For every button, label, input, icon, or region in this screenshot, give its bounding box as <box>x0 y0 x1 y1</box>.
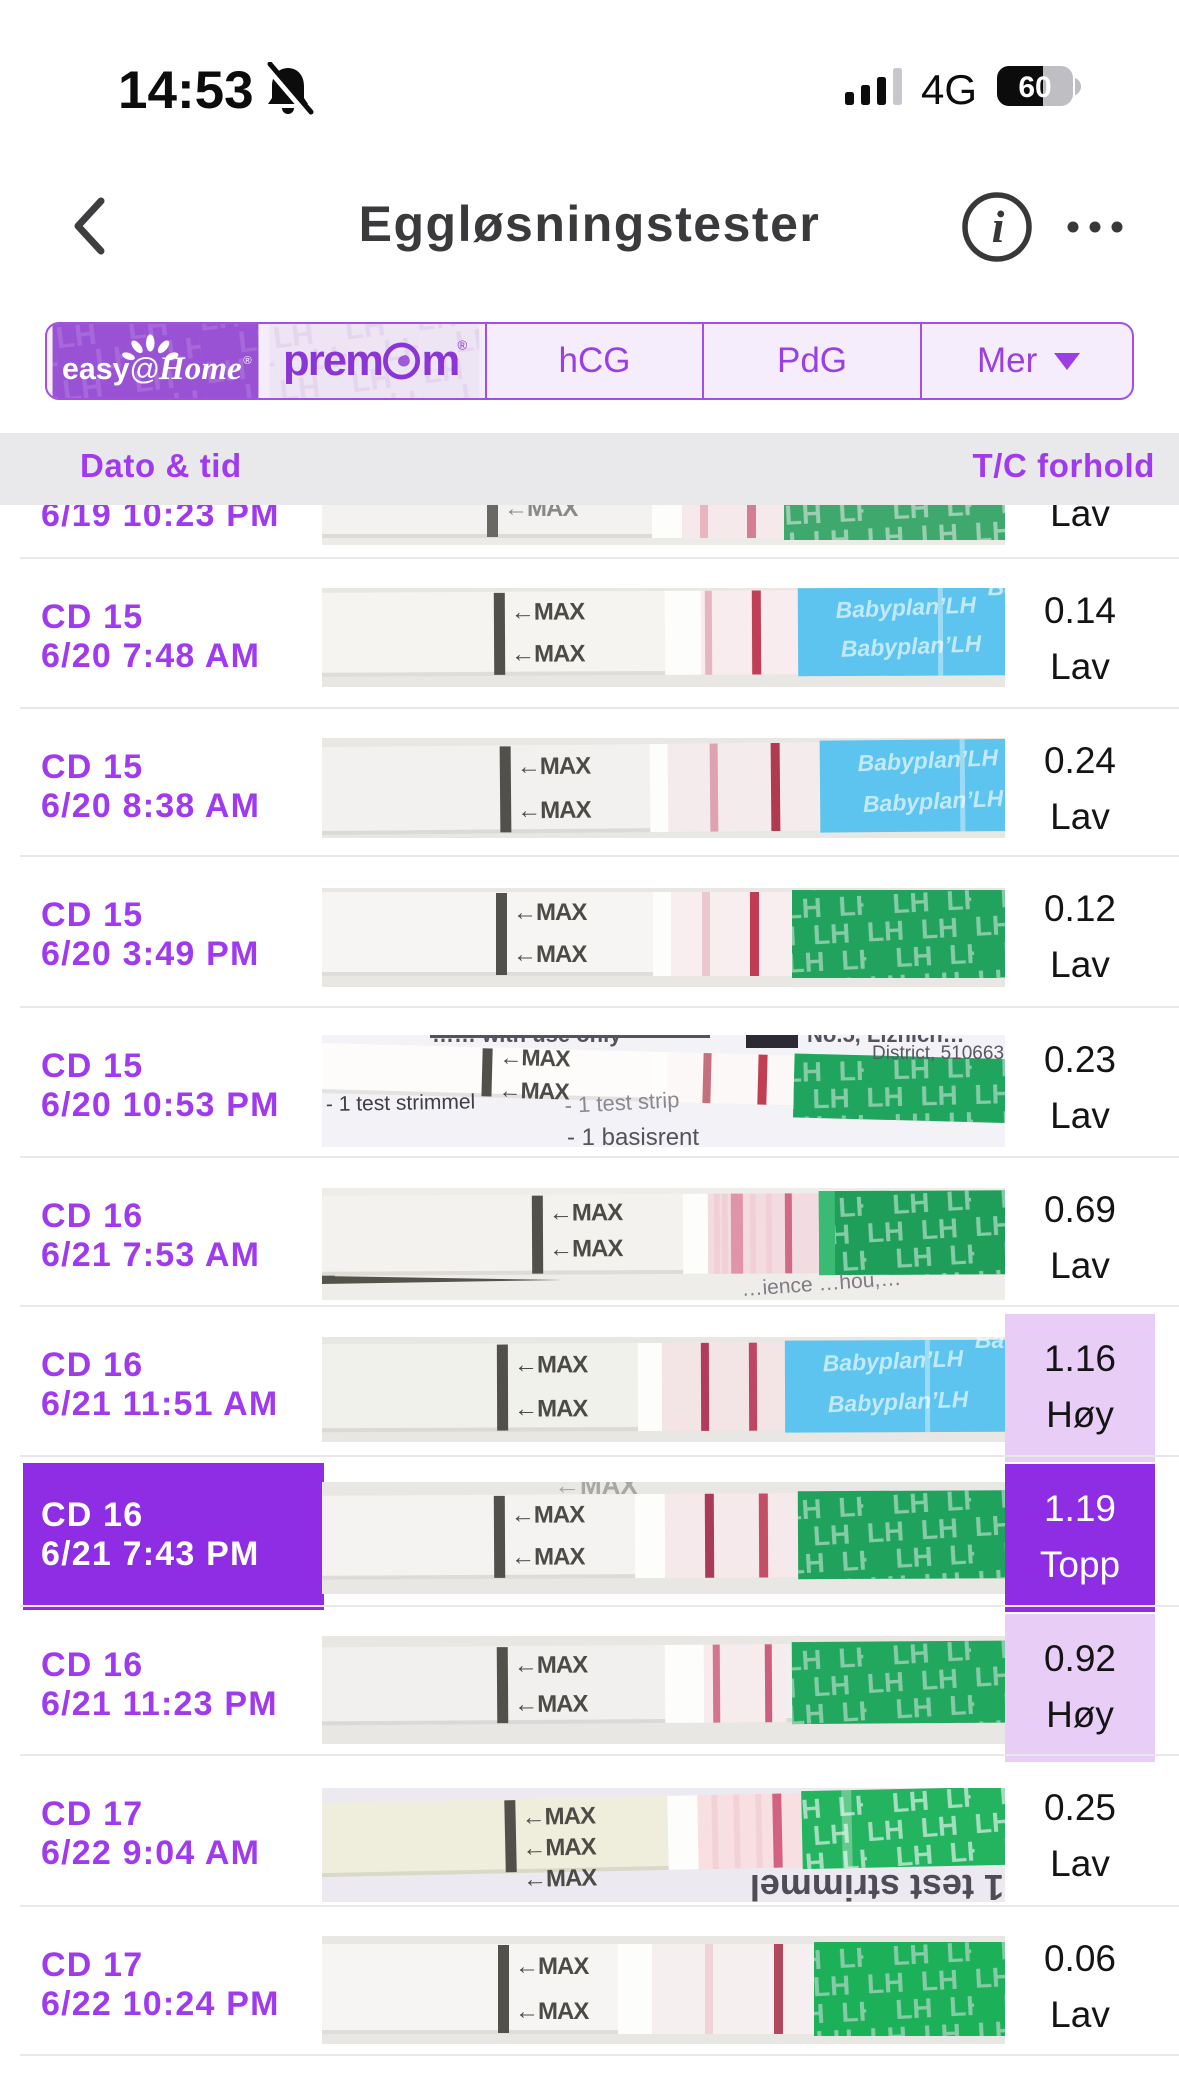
svg-text:←MAX: ←MAX <box>521 1802 596 1831</box>
svg-text:Bab: Bab <box>975 1337 1005 1353</box>
svg-text:←MAX: ←MAX <box>511 598 585 625</box>
svg-text:←MAX: ←MAX <box>522 1833 597 1862</box>
svg-text:←MAX: ←MAX <box>513 899 587 926</box>
svg-text:Babyplan’LH: Babyplan’LH <box>835 591 977 623</box>
svg-text:®: ® <box>243 355 252 367</box>
svg-text:←MAX: ←MAX <box>549 1199 623 1226</box>
svg-text:←MAX: ←MAX <box>517 797 592 825</box>
svg-text:- 1 basisrent: - 1 basisrent <box>567 1124 699 1147</box>
svg-text:i: i <box>992 201 1005 252</box>
svg-text:←MAX: ←MAX <box>523 1864 598 1893</box>
svg-text:←MAX: ←MAX <box>498 1077 570 1105</box>
svg-text:Bab: Bab <box>988 588 1005 600</box>
svg-text:No.5, Lizhich…: No.5, Lizhich… <box>807 1035 965 1047</box>
svg-text:←MAX: ←MAX <box>513 941 587 968</box>
svg-text:- 1 test strimmel: - 1 test strimmel <box>326 1090 476 1116</box>
svg-text:prem: prem <box>283 336 382 385</box>
svg-text:←MAX: ←MAX <box>515 1953 589 1980</box>
svg-text:m: m <box>421 336 460 385</box>
svg-text:←MAX: ←MAX <box>515 1998 589 2025</box>
svg-text:←MAX: ←MAX <box>514 1691 589 1719</box>
svg-text:←MAX: ←MAX <box>517 753 592 781</box>
svg-text:Babyplan’LH: Babyplan’LH <box>840 630 982 662</box>
svg-text:1 test strimmel: 1 test strimmel <box>750 1867 1004 1902</box>
svg-text:- 1 test strip: - 1 test strip <box>564 1087 680 1118</box>
svg-text:60: 60 <box>1018 71 1051 104</box>
svg-text:Home: Home <box>158 350 242 387</box>
svg-text:District, 510663,: District, 510663, <box>872 1043 1005 1064</box>
svg-text:←MAX: ←MAX <box>511 1543 585 1570</box>
svg-text:←MAX: ←MAX <box>499 1044 571 1072</box>
svg-text:←MAX: ←MAX <box>514 1395 588 1422</box>
svg-text:@: @ <box>129 353 160 386</box>
svg-text:Babyplan’LH: Babyplan’LH <box>822 1345 964 1376</box>
svg-text:←MAX: ←MAX <box>511 640 585 667</box>
svg-text:Babyplan’LH: Babyplan’LH <box>862 785 1004 817</box>
svg-text:←MAX: ←MAX <box>514 1652 589 1680</box>
svg-text:←MAX: ←MAX <box>511 1501 585 1528</box>
svg-text:easy: easy <box>62 353 130 386</box>
svg-text:Babyplan’LH: Babyplan’LH <box>827 1386 969 1417</box>
svg-text:←MAX: ←MAX <box>549 1235 623 1262</box>
svg-text:Babyplan’LH: Babyplan’LH <box>857 744 999 776</box>
svg-text:←MAX: ←MAX <box>514 1351 588 1378</box>
svg-text:®: ® <box>458 338 468 353</box>
